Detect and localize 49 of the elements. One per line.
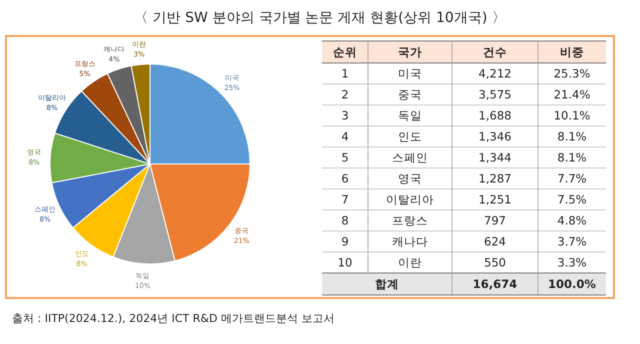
text: 10 xyxy=(338,256,352,270)
text: 16,674 xyxy=(472,277,518,291)
text: 1,251 xyxy=(478,192,512,206)
text: 〈 기반 SW 분야의 국가별 논문 게재 현황(상위 10개국) 〉 xyxy=(134,10,506,26)
text: 100.0% xyxy=(548,277,596,291)
text: 합계 xyxy=(375,277,399,291)
category-label: 프랑스 xyxy=(392,214,428,228)
text: 7 xyxy=(341,192,349,206)
text: 1,287 xyxy=(478,172,512,186)
text: 1,346 xyxy=(478,130,512,144)
text: 1,688 xyxy=(478,108,512,122)
category-label: 독일 xyxy=(398,108,422,122)
text: 7.5% xyxy=(557,192,587,206)
text: 1,344 xyxy=(478,150,512,164)
text: 4.8% xyxy=(557,214,587,228)
text: 순위 xyxy=(333,45,357,59)
category-label: 스페인 xyxy=(392,150,428,164)
text: 624 xyxy=(484,234,506,248)
text: 8.1% xyxy=(557,150,587,164)
category-label: 영국 xyxy=(398,172,422,186)
text: 2 xyxy=(341,88,349,102)
text: 797 xyxy=(484,214,506,228)
category-label: 캐나다 xyxy=(392,234,428,248)
text: 6 xyxy=(341,172,349,186)
text: 8 xyxy=(341,214,349,228)
category-label: 미국 xyxy=(398,66,422,80)
text: 5 xyxy=(341,150,349,164)
text: 21.4% xyxy=(554,88,590,102)
text: 25.3% xyxy=(554,66,590,80)
source-note: 출처 : IITP(2024.12.), 2024년 ICT R&D 메가트랜드분석 보고서 xyxy=(12,312,334,325)
text: 4,212 xyxy=(478,66,512,80)
text: 3.3% xyxy=(557,256,587,270)
text: 3 xyxy=(341,108,349,122)
text: 10.1% xyxy=(554,108,590,122)
text: 7.7% xyxy=(557,172,587,186)
text: 비중 xyxy=(560,45,584,59)
text: 9 xyxy=(341,234,349,248)
text: 1 xyxy=(341,66,349,80)
category-label: 이란 xyxy=(398,256,422,270)
text: 4 xyxy=(341,130,349,144)
text: 3.7% xyxy=(557,234,587,248)
text: 국가 xyxy=(398,45,422,59)
text: 건수 xyxy=(483,45,507,59)
text: 550 xyxy=(484,256,506,270)
text: 8.1% xyxy=(557,130,587,144)
category-label: 인도 xyxy=(398,130,422,144)
text: 3,575 xyxy=(478,88,512,102)
category-label: 이탈리아 xyxy=(386,192,434,206)
category-label: 중국 xyxy=(398,88,422,102)
